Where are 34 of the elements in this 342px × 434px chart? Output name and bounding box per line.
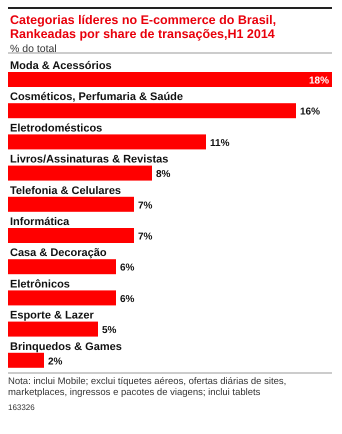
bar bbox=[8, 72, 332, 87]
bar bbox=[8, 166, 152, 181]
y-tick-label: Brinquedos & Games bbox=[10, 340, 122, 353]
chart-title: Categorias líderes no E-commerce do Brasil, Rankeadas por share de transações,H1 2014 bbox=[10, 13, 276, 41]
text: 163326 bbox=[8, 403, 36, 412]
data-label: 18% bbox=[308, 76, 330, 86]
data-label: 7% bbox=[138, 232, 153, 242]
y-tick-label: Moda & Acessórios bbox=[10, 60, 112, 72]
y-tick-label: Informática bbox=[10, 216, 70, 228]
text: Nota: inclui Mobile; exclui tíquetes aéreos, ofertas diárias de sites, marketplaces, ingressos e pacotes de viagens; inclui tablets bbox=[8, 376, 286, 398]
y-tick-label: Livros/Assinaturas & Revistas bbox=[10, 154, 168, 166]
bar bbox=[8, 134, 206, 150]
y-tick-label: Casa & Decoração bbox=[10, 247, 107, 260]
y-tick-label: Telefonia & Celulares bbox=[10, 184, 122, 197]
bar bbox=[8, 352, 44, 368]
bar bbox=[8, 103, 296, 118]
data-label: 6% bbox=[120, 262, 135, 274]
data-label: 16% bbox=[300, 106, 320, 118]
bar bbox=[8, 322, 98, 337]
bar bbox=[8, 228, 134, 243]
data-label: 2% bbox=[48, 356, 63, 368]
data-label: 11% bbox=[210, 138, 230, 149]
data-label: 6% bbox=[120, 294, 135, 305]
y-tick-label: Cosméticos, Perfumaria & Saúde bbox=[10, 91, 184, 104]
y-tick-label: Eletrônicos bbox=[10, 278, 70, 290]
data-label: 8% bbox=[156, 169, 171, 180]
y-tick-label: Esporte & Lazer bbox=[10, 310, 94, 322]
y-tick-label: Eletrodomésticos bbox=[10, 122, 102, 134]
data-label: 5% bbox=[102, 325, 117, 336]
chart-subtitle: % do total bbox=[10, 43, 57, 55]
bar bbox=[8, 196, 134, 212]
data-label: 7% bbox=[138, 200, 153, 212]
bar bbox=[8, 290, 116, 306]
bar bbox=[8, 259, 116, 274]
